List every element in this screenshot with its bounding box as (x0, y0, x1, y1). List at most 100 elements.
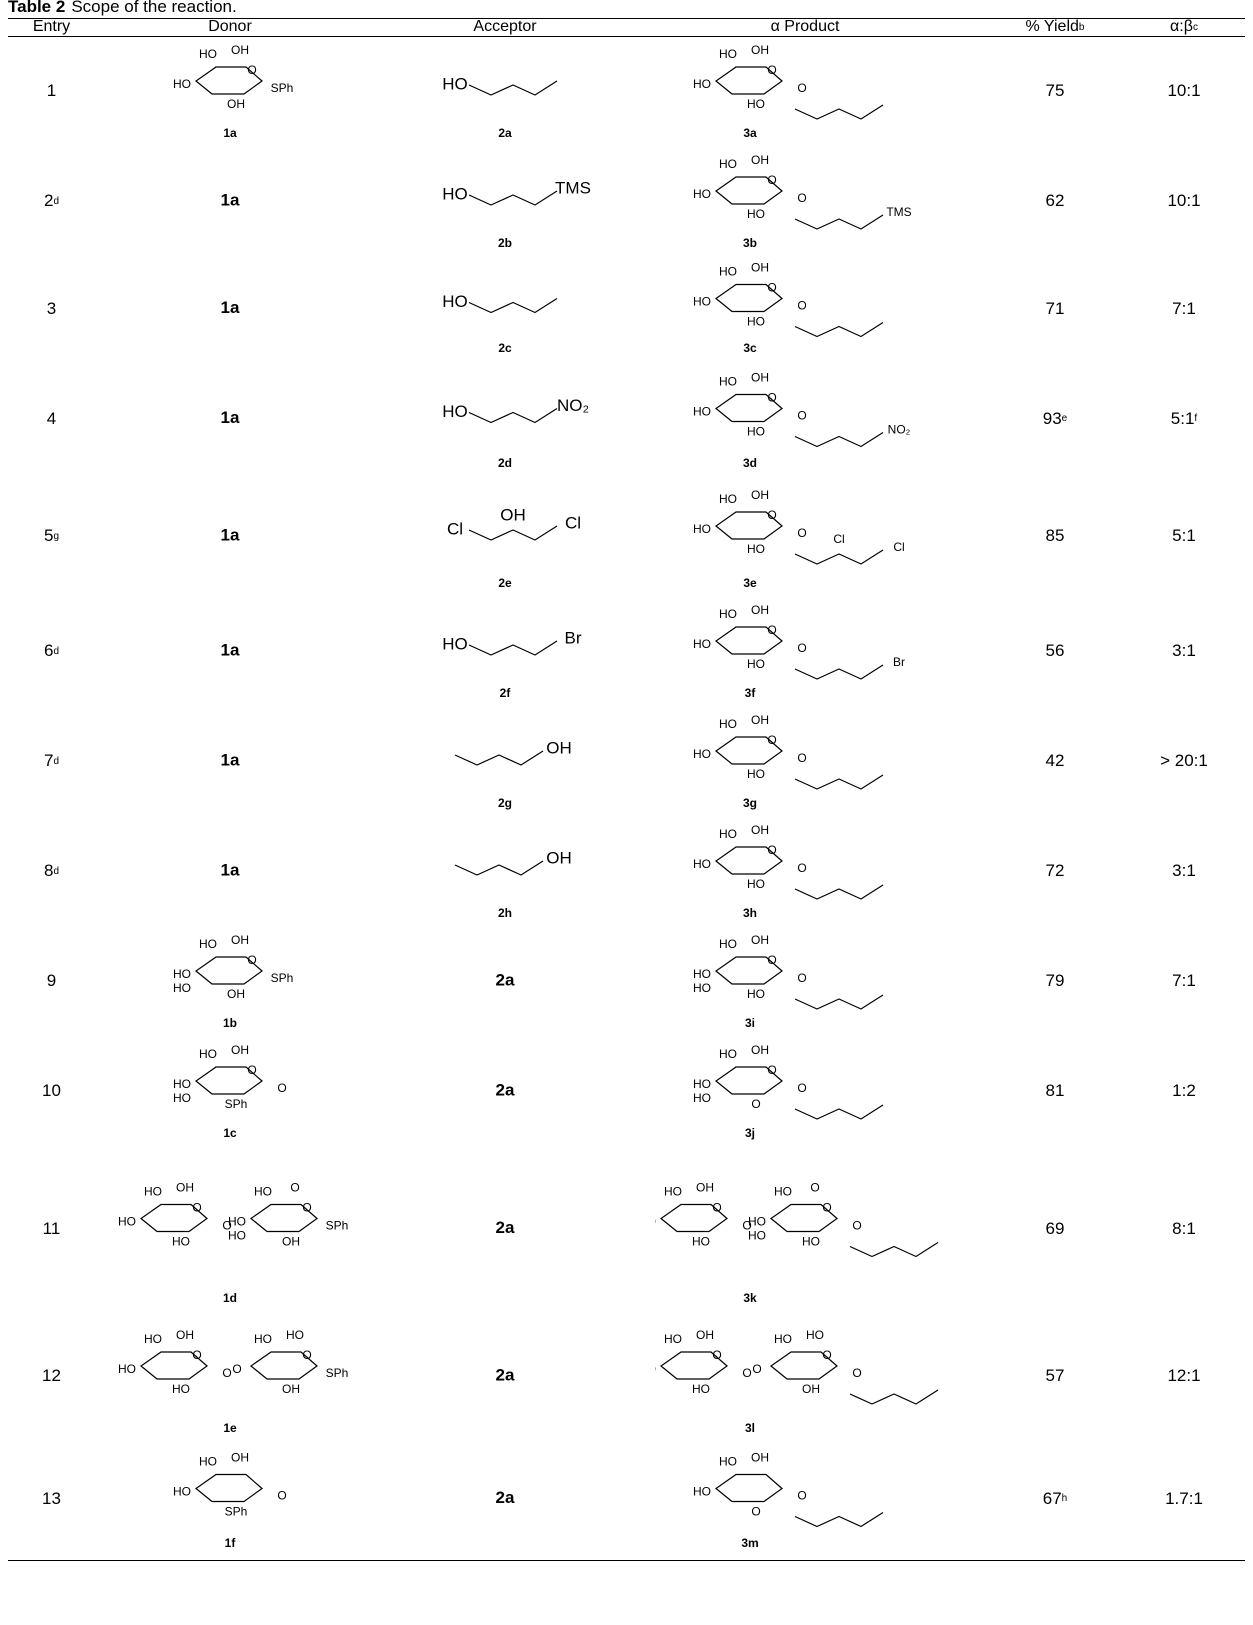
bottom-rule (8, 1560, 1245, 1561)
group-label: HO (199, 1047, 217, 1061)
yield-cell: 71 (985, 256, 1125, 361)
compound-label: 3d (743, 456, 757, 470)
header-cell: Acceptor (380, 18, 630, 36)
yield-value: 79 (1046, 971, 1065, 991)
acceptor-structure: HOTMS2b (380, 146, 630, 256)
group-label: HO (747, 657, 765, 671)
group-label: HO (747, 207, 765, 221)
group-label: HO (693, 187, 711, 201)
yield-cell: 81 (985, 1036, 1125, 1146)
entry-number: 2 (44, 191, 53, 211)
chain-bond (469, 409, 557, 423)
donor-structure: HOOHHOOHSPhOHO1b (95, 926, 365, 1036)
group-label: OH (231, 43, 249, 57)
ratio-value: 5:1 (1171, 409, 1195, 429)
compound-label: 3i (745, 1016, 755, 1030)
group-label: O (751, 1097, 760, 1111)
yield-cell: 72 (985, 816, 1125, 926)
product-cell: HOOHHOHOOO3a (655, 36, 955, 146)
product-structure: HOOHHOOOOHO3j (655, 1036, 955, 1146)
group-label: Cl (565, 513, 581, 532)
footnote-mark: d (53, 866, 59, 877)
yield-cell: 57 (985, 1311, 1125, 1441)
yield-value: 75 (1046, 81, 1065, 101)
group-label: O (822, 1201, 831, 1215)
donor-structure: HOOHHOHOOOHOHOOOHSPhO1e (95, 1311, 365, 1441)
group-label: HO (693, 637, 711, 651)
yield-value: 42 (1046, 751, 1065, 771)
entry-number: 7 (44, 751, 53, 771)
group-label: OH (546, 848, 572, 867)
group-label: NO₂ (557, 396, 589, 415)
product-structure: HOOHHOHOOOBr3f (655, 596, 955, 706)
ratio-cell: 10:1 (1125, 36, 1243, 146)
footnote-mark: d (53, 646, 59, 657)
group-label: O (767, 281, 776, 295)
acceptor-structure: OH2h (380, 816, 630, 926)
ratio-cell: 10:1 (1125, 146, 1243, 256)
ratio-value: 1.7:1 (1165, 1489, 1203, 1509)
group-label: OH (231, 1043, 249, 1057)
yield-value: 93 (1043, 409, 1062, 429)
group-label: TMS (886, 205, 911, 219)
acceptor-cell: ClOHCl2e (380, 476, 630, 596)
group-label: OH (227, 97, 245, 111)
group-label: HO (747, 315, 765, 329)
ratio-cell: 7:1 (1125, 926, 1243, 1036)
yield-cell: 62 (985, 146, 1125, 256)
header-text: % Yield (1026, 18, 1079, 36)
footnote-mark: c (1193, 22, 1198, 33)
donor-structure: 1a (95, 816, 365, 926)
group-label: O (797, 641, 806, 655)
caption-label: Table 2 (8, 0, 65, 16)
group-label: O (290, 1181, 299, 1195)
chain-bond (469, 641, 557, 655)
group-label: O (192, 1348, 201, 1362)
group-label: O (247, 1063, 256, 1077)
group-label: O (751, 1505, 760, 1519)
entry-number: 5 (44, 526, 53, 546)
group-label: OH (751, 603, 769, 617)
group-label: HO (719, 717, 737, 731)
group-label: O (810, 1181, 819, 1195)
group-label: HO (719, 1047, 737, 1061)
group-label: O (797, 971, 806, 985)
header-text: Acceptor (473, 18, 536, 36)
donor-cell: HOOHHOHOOOHOHOOOHSPhO1e (95, 1311, 365, 1441)
group-label: HO (693, 857, 711, 871)
group-label: O (797, 1489, 806, 1503)
chain-bond (795, 885, 883, 899)
compound-label: 3e (743, 576, 757, 590)
donor-cell: HOOHHOSPhOOHO1c (95, 1036, 365, 1146)
group-label: HO (172, 1235, 190, 1249)
product-cell: HOOHHOHOOOBr3f (655, 596, 955, 706)
ratio-cell: 3:1 (1125, 596, 1243, 706)
group-label: O (767, 173, 776, 187)
product-structure: HOOHHOHOOONO₂3d (655, 361, 955, 476)
group-label: HO (442, 184, 468, 203)
yield-value: 71 (1046, 299, 1065, 319)
group-label: O (247, 63, 256, 77)
group-label: HO (693, 1077, 711, 1091)
group-label: OH (546, 738, 572, 757)
product-cell: HOOHHOHOOOHOHOOOHOO3l (655, 1311, 955, 1441)
compound-label: 1a (223, 126, 237, 140)
group-label: HO (719, 607, 737, 621)
header-cell: Entry (8, 18, 95, 36)
group-label: HO (286, 1328, 304, 1342)
compound-label: 1a (221, 860, 240, 879)
product-structure: HOOHHOHOOOHOOHOHOOOHO3k (655, 1146, 955, 1311)
entry-cell: 3 (8, 256, 95, 361)
chain-bond (469, 299, 557, 313)
yield-cell: 42 (985, 706, 1125, 816)
chain-bond (469, 81, 557, 95)
group-label: TMS (555, 178, 591, 197)
entry-cell: 8d (8, 816, 95, 926)
group-label: HO (693, 981, 711, 995)
donor-cell: 1a (95, 361, 365, 476)
